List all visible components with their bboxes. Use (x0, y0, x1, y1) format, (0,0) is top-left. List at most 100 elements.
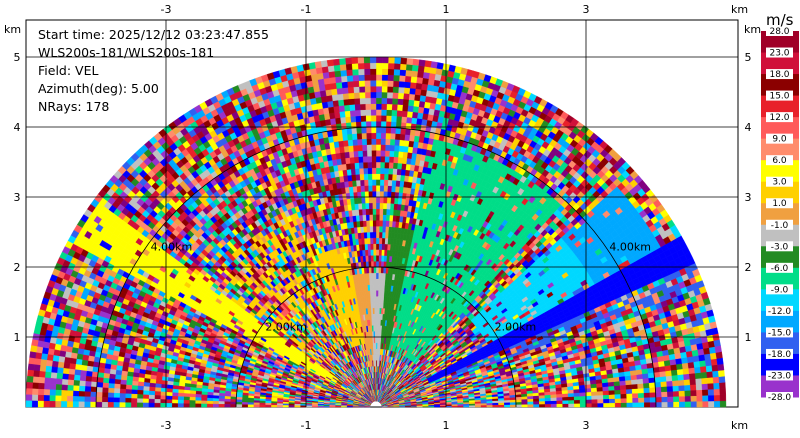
velocity-cell (424, 95, 432, 103)
velocity-cell (480, 404, 487, 408)
velocity-cell (405, 69, 413, 77)
velocity-cell (424, 60, 432, 68)
velocity-cell (625, 379, 632, 386)
velocity-cell (561, 393, 569, 398)
velocity-cell (398, 145, 404, 153)
velocity-cell (626, 393, 633, 399)
velocity-cell (416, 70, 424, 79)
velocity-cell (687, 361, 695, 369)
velocity-cell (684, 384, 691, 391)
velocity-cell (410, 76, 418, 84)
velocity-cell (643, 382, 650, 389)
velocity-cell (711, 364, 719, 372)
velocity-cell (603, 398, 610, 404)
velocity-cell (388, 214, 394, 222)
velocity-cell (402, 151, 408, 159)
velocity-cell (409, 81, 417, 89)
velocity-cell (712, 370, 720, 378)
velocity-cell (702, 395, 709, 402)
velocity-cell (399, 133, 406, 141)
velocity-cell (401, 163, 407, 170)
velocity-cell (643, 397, 651, 403)
velocity-cell (415, 82, 423, 90)
velocity-cell (591, 402, 598, 408)
velocity-cell (701, 377, 708, 385)
velocity-cell (562, 399, 569, 404)
velocity-cell (411, 111, 419, 119)
velocity-cell (644, 401, 651, 408)
velocity-cell (701, 389, 709, 396)
velocity-cell (567, 396, 575, 401)
velocity-cell (417, 65, 425, 73)
velocity-cell (550, 403, 557, 408)
velocity-cell (705, 365, 713, 373)
velocity-cell (509, 401, 517, 405)
velocity-cell (527, 403, 534, 408)
velocity-cell (698, 354, 706, 362)
velocity-cell (688, 372, 696, 380)
velocity-cell (400, 168, 406, 176)
velocity-cell (486, 404, 493, 408)
velocity-cell (719, 388, 727, 396)
velocity-cell (603, 402, 610, 408)
velocity-cell (609, 402, 616, 408)
velocity-cell (401, 157, 408, 165)
velocity-cell (654, 381, 662, 388)
velocity-cell (625, 384, 633, 390)
velocity-cell (388, 220, 393, 228)
velocity-cell (400, 122, 407, 129)
velocity-cell (404, 128, 411, 136)
velocity-cell (707, 388, 715, 396)
velocity-cell (673, 401, 680, 408)
velocity-cell (661, 391, 668, 398)
velocity-cell (690, 389, 697, 397)
velocity-cell (677, 374, 685, 381)
velocity-cell (658, 365, 666, 373)
velocity-cell (402, 92, 410, 100)
velocity-cell (631, 388, 639, 394)
velocity-cell (693, 360, 701, 368)
velocity-cell (392, 162, 398, 170)
velocity-cell (608, 389, 616, 395)
velocity-cell (391, 179, 397, 187)
velocity-cell (403, 87, 411, 95)
velocity-cell (649, 386, 656, 393)
velocity-cell (402, 145, 409, 153)
velocity-cell (406, 110, 413, 118)
velocity-cell (671, 374, 679, 382)
velocity-cell (556, 396, 563, 401)
velocity-cell (695, 383, 703, 391)
velocity-cell (625, 388, 633, 394)
velocity-cell (626, 402, 633, 408)
velocity-cell (573, 392, 581, 397)
velocity-cell (659, 375, 667, 383)
velocity-cell (420, 83, 428, 91)
velocity-cell (404, 134, 411, 141)
velocity-cell (696, 389, 703, 396)
velocity-cell (718, 375, 726, 383)
velocity-cell (689, 378, 697, 386)
velocity-cell (678, 395, 686, 402)
velocity-cell (544, 403, 552, 408)
velocity-cell (408, 93, 416, 101)
velocity-cell (401, 110, 408, 118)
velocity-cell (713, 388, 721, 396)
velocity-cell (556, 393, 563, 398)
velocity-cell (404, 81, 411, 89)
velocity-cell (420, 89, 427, 97)
velocity-cell (402, 98, 409, 106)
velocity-cell (706, 376, 714, 384)
velocity-cell (713, 394, 721, 402)
velocity-cell (665, 370, 673, 377)
velocity-cell (715, 351, 723, 359)
velocity-cell (515, 401, 523, 405)
velocity-cell (400, 116, 408, 124)
velocity-cell (707, 382, 715, 390)
velocity-cell (614, 389, 621, 395)
velocity-cell (585, 402, 592, 408)
velocity-cell (648, 377, 656, 384)
velocity-cell (632, 392, 639, 399)
velocity-cell (414, 88, 422, 96)
velocity-cell (683, 373, 691, 381)
velocity-cell (397, 151, 404, 158)
